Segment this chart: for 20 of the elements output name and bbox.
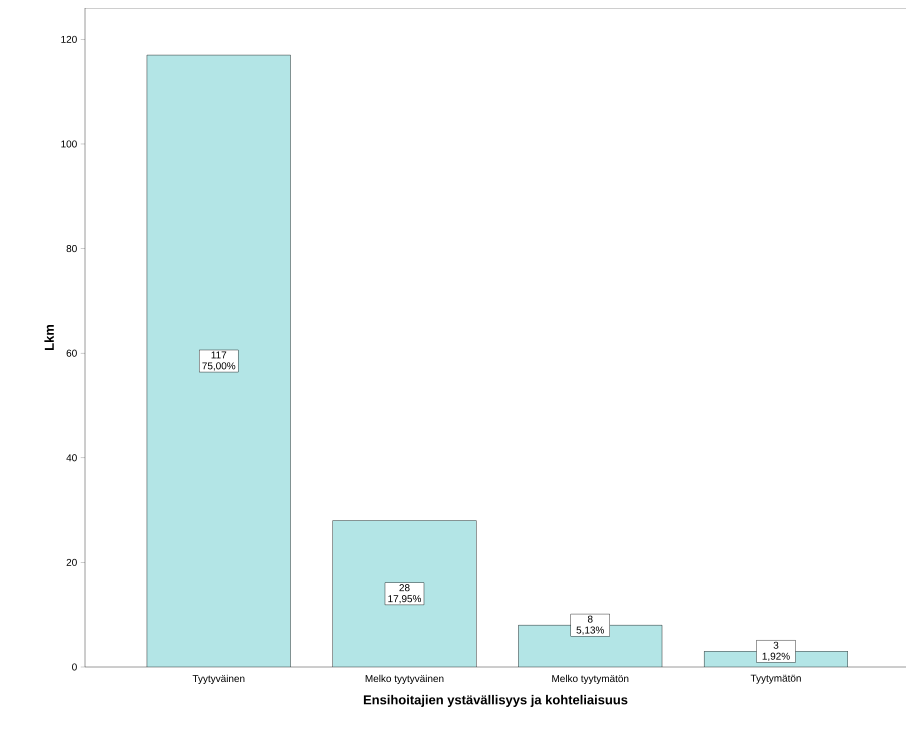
y-tick-label: 100 [61,140,77,148]
y-tick-label: 0 [72,663,77,671]
x-tick-label: Tyytyväinen [192,674,244,684]
y-tick-label: 60 [66,350,77,357]
bar [146,55,291,667]
bar [332,520,476,667]
data-label: 117 75,00% [202,351,236,371]
y-tick-label: 120 [61,36,77,43]
x-tick-label: Melko tyytyväinen [366,674,444,684]
y-tick-label: 80 [66,245,77,252]
x-tick-label: Melko tyytymätön [552,674,628,684]
y-tick-label: 40 [66,454,77,462]
x-axis-title: Ensihoitajien ystävällisyys ja kohteliaisuus [364,694,628,707]
data-label: 3 1,92% [762,642,790,661]
data-label: 28 17,95% [388,584,422,604]
bar [518,625,662,667]
x-tick-label: Tyytymätön [750,674,801,684]
data-label: 8 5,13% [576,616,604,635]
y-axis-title: Lkm [44,324,54,350]
y-tick-label: 20 [66,558,77,566]
